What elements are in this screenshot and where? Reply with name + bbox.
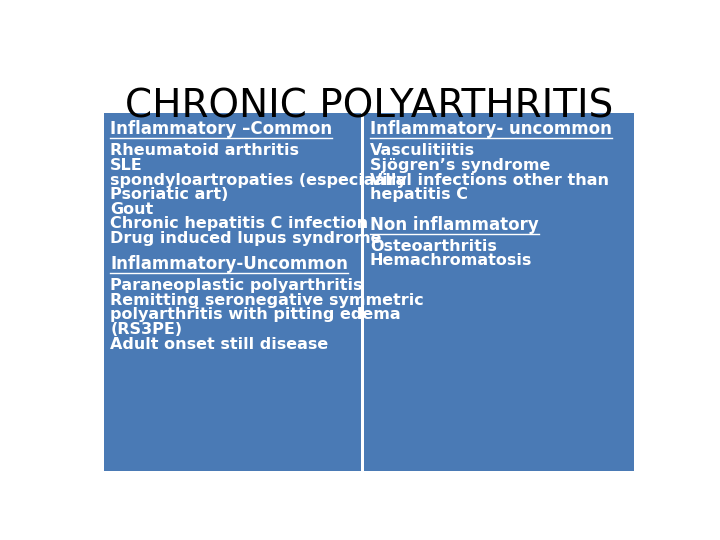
Text: SLE: SLE	[110, 158, 143, 173]
Text: Adult onset still disease: Adult onset still disease	[110, 336, 328, 352]
Text: Osteoarthritis: Osteoarthritis	[370, 239, 497, 254]
Text: Viral infections other than: Viral infections other than	[370, 173, 609, 187]
Text: Paraneoplastic polyarthritis: Paraneoplastic polyarthritis	[110, 278, 363, 293]
Text: Rheumatoid arthritis: Rheumatoid arthritis	[110, 143, 299, 158]
FancyBboxPatch shape	[104, 112, 361, 471]
Text: Sjögren’s syndrome: Sjögren’s syndrome	[370, 158, 550, 173]
Text: Drug induced lupus syndrome: Drug induced lupus syndrome	[110, 231, 382, 246]
Text: hepatitis C: hepatitis C	[370, 187, 468, 202]
Text: Chronic hepatitis C infection: Chronic hepatitis C infection	[110, 217, 368, 232]
Text: spondyloartropaties (especiaally: spondyloartropaties (especiaally	[110, 173, 407, 187]
Text: Remitting seronegative symmetric: Remitting seronegative symmetric	[110, 293, 424, 308]
Text: Inflammatory –Common: Inflammatory –Common	[110, 120, 332, 138]
Text: Non inflammatory: Non inflammatory	[370, 215, 539, 234]
Text: Vasculitiitis: Vasculitiitis	[370, 143, 475, 158]
Text: CHRONIC POLYARTHRITIS: CHRONIC POLYARTHRITIS	[125, 88, 613, 126]
Text: Gout: Gout	[110, 202, 153, 217]
Text: polyarthritis with pitting edema: polyarthritis with pitting edema	[110, 307, 401, 322]
FancyBboxPatch shape	[364, 112, 634, 471]
Text: (RS3PE): (RS3PE)	[110, 322, 182, 337]
Text: Inflammatory-Uncommon: Inflammatory-Uncommon	[110, 255, 348, 273]
Text: Psoriatic art): Psoriatic art)	[110, 187, 228, 202]
Text: Inflammatory- uncommon: Inflammatory- uncommon	[370, 120, 612, 138]
Text: Hemachromatosis: Hemachromatosis	[370, 253, 532, 268]
